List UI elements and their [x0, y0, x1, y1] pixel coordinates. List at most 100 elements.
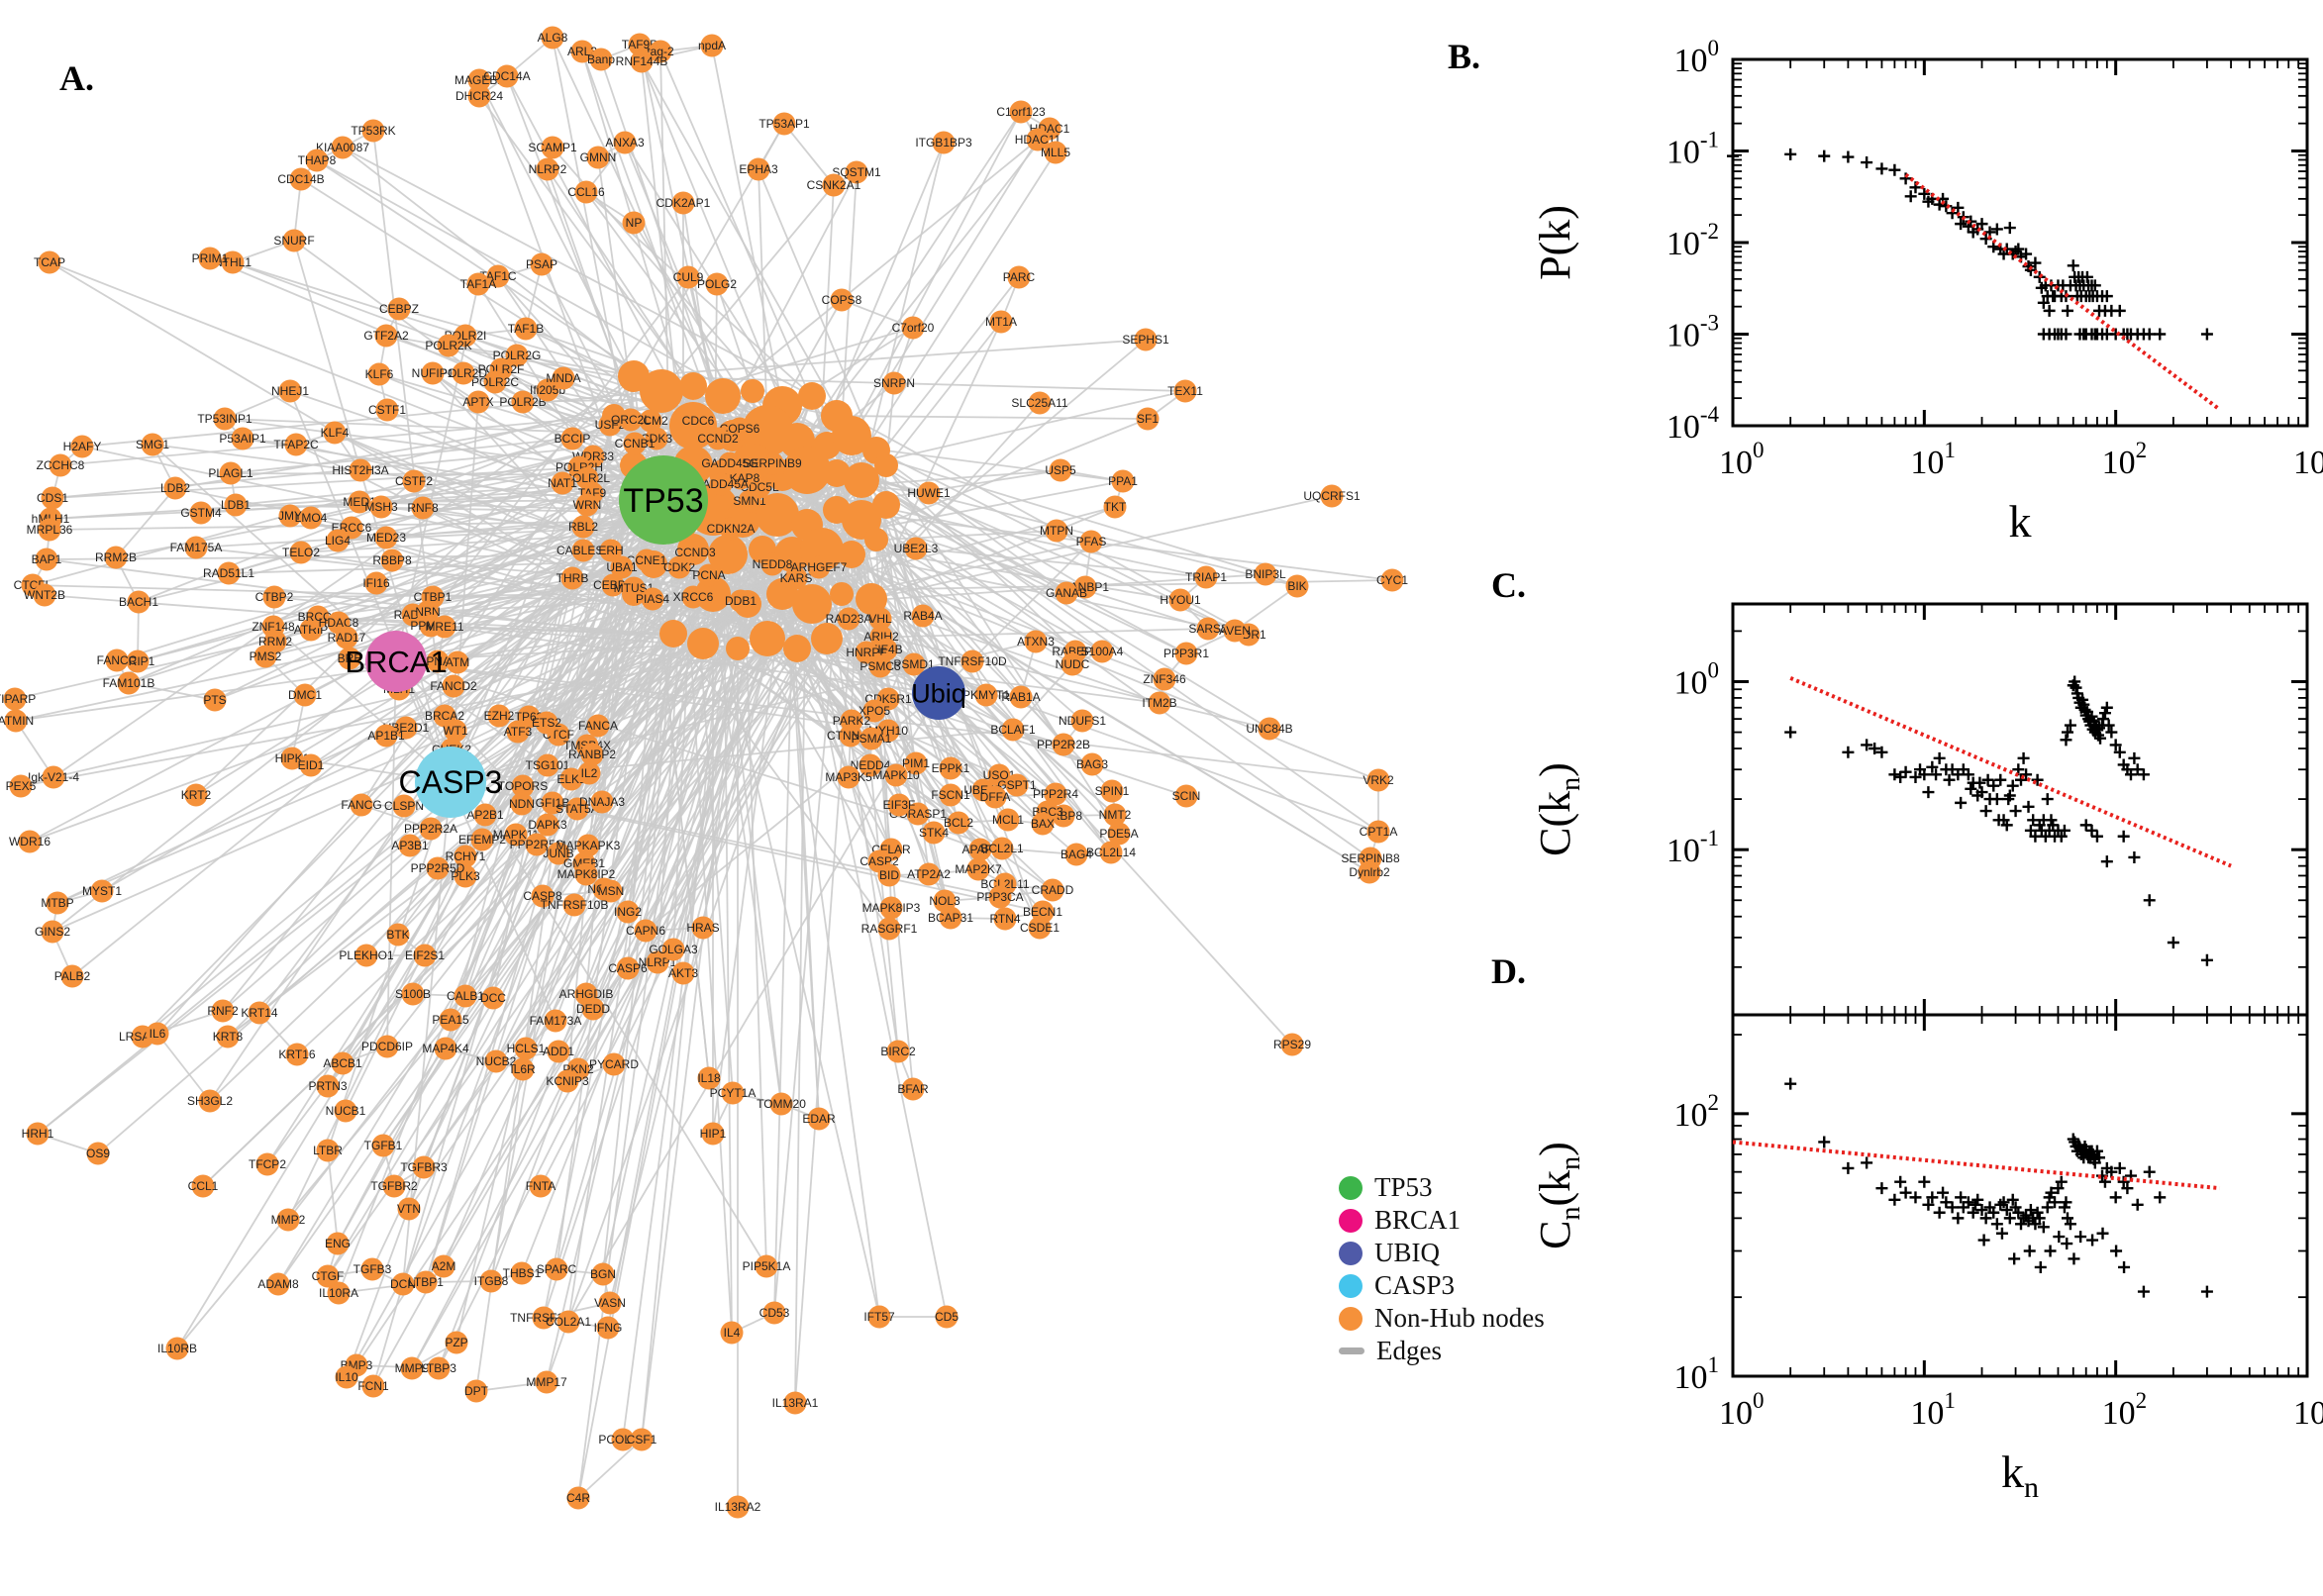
fit-line — [1904, 172, 2222, 412]
node-label: RANBP2 — [568, 748, 616, 761]
node-circle-icon — [902, 652, 926, 676]
network-node: IL10RB — [157, 1337, 197, 1360]
node-circle-icon — [968, 838, 992, 861]
node-label: KRT2 — [181, 788, 212, 802]
node-circle-icon — [646, 950, 669, 974]
node-circle-icon — [371, 1134, 395, 1157]
node-label: BIK — [1287, 579, 1306, 593]
node-circle-icon — [939, 906, 962, 930]
node-label: NMT2 — [1099, 808, 1132, 822]
network-node: BCAP31 — [928, 906, 973, 930]
network-node: MNDA — [546, 366, 581, 390]
network-node: PFAS — [1076, 530, 1106, 553]
panel-b-label: B. — [1448, 37, 1481, 76]
node-circle-icon — [681, 585, 705, 609]
node-label: JMY — [278, 509, 302, 523]
hub-label: TP53 — [623, 482, 703, 520]
node-circle-icon — [369, 495, 393, 519]
node-circle-icon — [720, 1321, 744, 1345]
node-label: PSAP — [526, 257, 557, 271]
node-label: BCL2 — [944, 816, 973, 830]
node-label: SCAMP1 — [528, 141, 577, 154]
network-node: CD53 — [759, 1301, 790, 1325]
node-circle-icon — [427, 1356, 451, 1380]
node-circle-icon — [454, 324, 477, 348]
node-label: PEA15 — [432, 1013, 469, 1027]
network-node: SCAMP1 — [528, 136, 577, 159]
network-cluster-blob — [856, 583, 887, 615]
node-label: CABLES1 — [556, 544, 610, 557]
node-circle-icon — [219, 461, 243, 485]
node-circle-icon — [560, 566, 584, 590]
node-label: MSN — [598, 884, 625, 898]
node-label: ING2 — [614, 905, 642, 919]
network-node: CTBP2 — [255, 585, 294, 609]
node-circle-icon — [467, 84, 491, 108]
network-node: ATMIN — [0, 709, 34, 733]
network-node: IL18 — [697, 1066, 721, 1090]
node-circle-icon — [1052, 733, 1075, 756]
node-circle-icon — [217, 561, 241, 585]
node-label: PARC — [1003, 270, 1036, 284]
node-circle-icon — [397, 1197, 421, 1221]
node-circle-icon — [922, 821, 946, 845]
node-label: DCN — [390, 1277, 416, 1291]
node-circle-icon — [9, 774, 33, 798]
node-circle-icon — [1280, 1033, 1304, 1056]
node-label: BECN1 — [1023, 905, 1062, 919]
node-label: PPP2R4 — [1033, 787, 1078, 801]
node-label: TAF1A — [460, 277, 496, 291]
network-node: LIG4 — [325, 529, 351, 552]
node-circle-icon — [510, 792, 534, 816]
node-circle-icon — [581, 997, 605, 1021]
node-circle-icon — [966, 857, 990, 881]
network-node: MTPN — [1040, 519, 1073, 543]
legend-item-label: Edges — [1376, 1336, 1442, 1365]
node-circle-icon — [877, 917, 901, 941]
hub-label: Ubiq — [911, 678, 966, 708]
network-node: FAM101B — [103, 671, 154, 695]
node-circle-icon — [299, 506, 323, 530]
node-circle-icon — [374, 526, 398, 549]
node-label: PSMA1 — [852, 732, 892, 746]
node-circle-icon — [316, 1074, 340, 1098]
node-label: RBBP8 — [372, 553, 412, 567]
node-circle-icon — [394, 716, 418, 740]
node-label: BGN — [590, 1267, 616, 1281]
node-circle-icon — [163, 476, 187, 500]
node-circle-icon — [467, 68, 491, 92]
node-label: MED1 — [343, 495, 376, 509]
node-label: CYC1 — [1376, 573, 1408, 587]
network-node: POLR2K — [425, 334, 472, 357]
node-circle-icon — [33, 583, 56, 607]
network-node: P53AIP1 — [219, 427, 266, 450]
node-circle-icon — [1031, 812, 1055, 836]
node-circle-icon — [589, 48, 613, 71]
network-node: BNIP3L — [1245, 562, 1286, 586]
network-cluster-blob — [741, 379, 764, 403]
node-circle-icon — [586, 714, 610, 738]
node-circle-icon — [1148, 691, 1171, 715]
network-node: PRIM1 — [192, 247, 229, 270]
network-node: IL10RA — [319, 1281, 358, 1305]
node-circle-icon — [348, 490, 371, 514]
node-circle-icon — [1070, 709, 1094, 733]
network-node: SNURF — [273, 229, 315, 252]
node-circle-icon — [769, 1092, 793, 1116]
node-circle-icon — [855, 641, 878, 664]
node-label: CTBP2 — [255, 590, 294, 604]
node-label: RABEP1 — [1052, 645, 1099, 658]
plot-ticks — [1731, 604, 2309, 1015]
node-label: VHL — [868, 612, 892, 626]
node-circle-icon — [437, 334, 460, 357]
node-label: SPIN1 — [1095, 784, 1130, 798]
node-circle-icon — [60, 964, 84, 988]
node-circle-icon — [1045, 519, 1068, 543]
node-circle-icon — [996, 808, 1020, 832]
node-circle-icon — [1055, 581, 1078, 605]
network-node: RNF144B — [616, 50, 667, 73]
node-label: CCND2 — [697, 432, 739, 446]
node-label: SERPINB9 — [743, 456, 802, 470]
network-node: GSTM4 — [180, 501, 222, 525]
